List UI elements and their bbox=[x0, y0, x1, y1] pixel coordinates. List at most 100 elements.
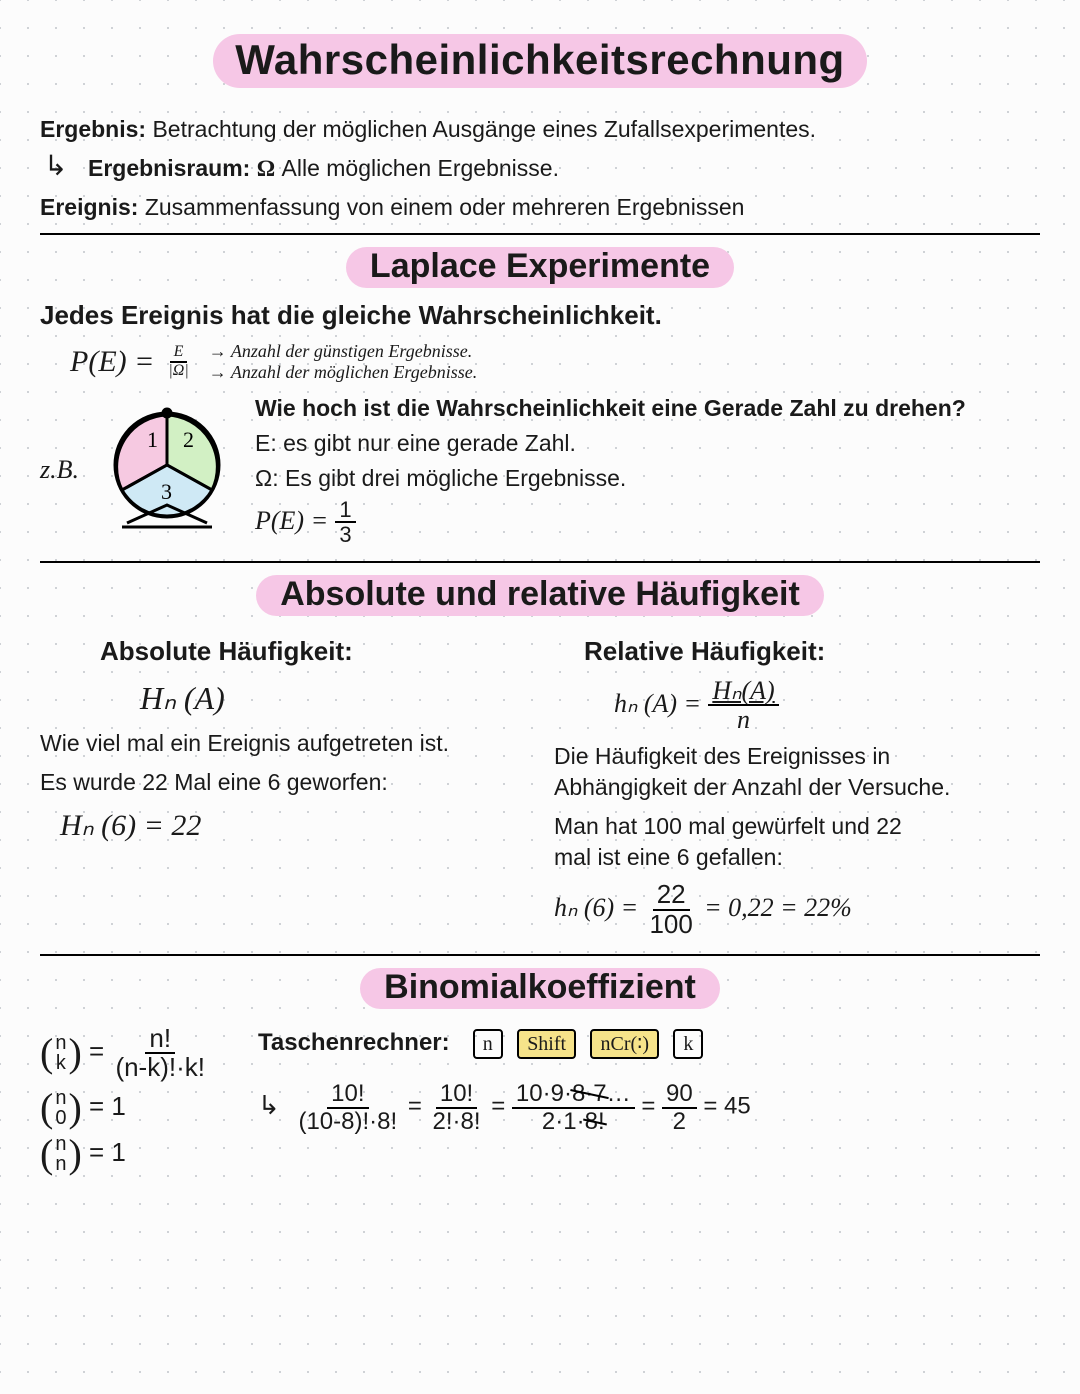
ereignis-text: Zusammenfassung von einem oder mehreren … bbox=[145, 194, 745, 220]
pe-note-den: → Anzahl der möglichen Ergebnisse. bbox=[209, 362, 477, 383]
definitions-block: Ergebnis: Betrachtung der möglichen Ausg… bbox=[40, 114, 1040, 223]
rel-calc: hₙ (6) = 22 100 = 0,22 = 22% bbox=[554, 881, 1040, 938]
section-title-laplace: Laplace Experimente bbox=[40, 247, 1040, 288]
laplace-result: P(E) = 1 3 bbox=[255, 498, 1040, 546]
laplace-intro: Jedes Ereignis hat die gleiche Wahrschei… bbox=[40, 298, 1040, 333]
rel-formula: hₙ (A) = Hₙ(A) n bbox=[614, 677, 1040, 734]
w2n: 10! bbox=[436, 1081, 477, 1108]
spinner-wheel-icon: 1 2 3 bbox=[97, 405, 237, 535]
hook-arrow-icon: ↳ bbox=[258, 1090, 280, 1120]
binom0-n: n bbox=[55, 1088, 66, 1108]
we3: = bbox=[641, 1093, 655, 1120]
wheel-label-1: 1 bbox=[147, 427, 158, 452]
w1n: 10! bbox=[327, 1081, 368, 1108]
rel-desc2: Abhängigkeit der Anzahl der Versuche. bbox=[554, 772, 1040, 803]
laplace-title: Laplace Experimente bbox=[346, 247, 734, 288]
zb-label: z.B. bbox=[40, 455, 79, 485]
w3d: 2·1·8! bbox=[538, 1109, 609, 1134]
ergebnis-label: Ergebnis: bbox=[40, 116, 146, 142]
calc-line: Taschenrechner: n Shift nCr(∶) k bbox=[258, 1027, 1040, 1059]
w4n: 90 bbox=[662, 1081, 697, 1108]
pe-lhs: P(E) = bbox=[70, 345, 154, 379]
laplace-example: z.B. 1 2 3 Wie hoch ist die Wahrscheinli… bbox=[40, 389, 1040, 550]
relative-col: Relative Häufigkeit: hₙ (A) = Hₙ(A) n Di… bbox=[554, 626, 1040, 944]
w1d: (10-8)!·8! bbox=[294, 1109, 401, 1134]
binom-left: ( nk ) = n! (n-k)!·k! ( n0 ) = 1 bbox=[40, 1019, 230, 1180]
pe-num: E bbox=[170, 344, 188, 363]
binom-worked: ↳ 10!(10-8)!·8! = 10!2!·8! = 10·9·8·7… 2… bbox=[258, 1081, 1040, 1133]
ergebnis-text: Betrachtung der möglichen Ausgänge eines… bbox=[152, 116, 816, 142]
divider bbox=[40, 233, 1040, 235]
binom-n: n bbox=[55, 1033, 66, 1053]
rel-lhs: hₙ (A) = bbox=[614, 689, 701, 718]
we2: = bbox=[491, 1093, 505, 1120]
binom-title: Binomialkoeffizient bbox=[360, 968, 720, 1009]
ereignis-label: Ereignis: bbox=[40, 194, 138, 220]
absolute-col: Absolute Häufigkeit: Hₙ (A) Wie viel mal… bbox=[40, 626, 526, 944]
rel-heading: Relative Häufigkeit: bbox=[584, 634, 1040, 669]
omega-symbol: Ω bbox=[257, 156, 275, 181]
ergebnisraum-text: Alle möglichen Ergebnisse. bbox=[282, 155, 559, 181]
calc-key-shift: Shift bbox=[517, 1029, 576, 1059]
pe-den: |Ω| bbox=[164, 363, 192, 380]
pe-note-num: → Anzahl der günstigen Ergebnisse. bbox=[209, 341, 477, 362]
we1: = bbox=[408, 1093, 422, 1120]
rel-calc-den: 100 bbox=[645, 911, 696, 938]
laplace-formula: P(E) = E |Ω| → Anzahl der günstigen Erge… bbox=[70, 341, 1040, 383]
w2d: 2!·8! bbox=[429, 1109, 485, 1134]
w-result: = 45 bbox=[703, 1093, 750, 1120]
haeufigkeit-columns: Absolute Häufigkeit: Hₙ (A) Wie viel mal… bbox=[40, 626, 1040, 944]
w3n: 10·9·8·7… bbox=[512, 1081, 635, 1108]
pe-result-num: 1 bbox=[335, 498, 355, 523]
w4d: 2 bbox=[669, 1109, 690, 1134]
pe-result-lhs: P(E) = bbox=[255, 506, 328, 535]
abs-example-eq: Hₙ (6) = 22 bbox=[60, 806, 526, 847]
binom-def: ( nk ) = n! (n-k)!·k! bbox=[40, 1025, 230, 1082]
def-ergebnisraum: ↳ Ergebnisraum: Ω Alle möglichen Ergebni… bbox=[88, 153, 1040, 184]
section-title-binom: Binomialkoeffizient bbox=[40, 968, 1040, 1009]
rel-calc-eq: = 0,22 = 22% bbox=[704, 894, 852, 923]
divider bbox=[40, 954, 1040, 956]
calc-key-k: k bbox=[673, 1029, 703, 1059]
rel-desc1: Die Häufigkeit des Ereignisses in bbox=[554, 741, 1040, 772]
haeufigkeit-title: Absolute und relative Häufigkeit bbox=[256, 575, 824, 616]
def-ergebnis: Ergebnis: Betrachtung der möglichen Ausg… bbox=[40, 114, 1040, 145]
wheel-label-3: 3 bbox=[161, 479, 172, 504]
def-ereignis: Ereignis: Zusammenfassung von einem oder… bbox=[40, 192, 1040, 223]
rel-den: n bbox=[733, 706, 754, 733]
laplace-question: Wie hoch ist die Wahrscheinlichkeit eine… bbox=[255, 393, 1040, 424]
rel-calc-lhs: hₙ (6) = bbox=[554, 894, 638, 923]
binom-row: ( nk ) = n! (n-k)!·k! ( n0 ) = 1 bbox=[40, 1019, 1040, 1180]
binom-casen: ( nn ) = 1 bbox=[40, 1134, 230, 1174]
divider bbox=[40, 561, 1040, 563]
rel-ex-intro1: Man hat 100 mal gewürfelt und 22 bbox=[554, 811, 1040, 842]
section-title-haeufigkeit: Absolute und relative Häufigkeit bbox=[40, 575, 1040, 616]
binomn-rhs: = 1 bbox=[89, 1137, 126, 1167]
binom-def-den: (n-k)!·k! bbox=[111, 1054, 209, 1081]
calc-key-n: n bbox=[473, 1029, 503, 1059]
hook-arrow-icon: ↳ bbox=[44, 147, 67, 185]
calc-key-ncr: nCr(∶) bbox=[590, 1029, 659, 1059]
ergebnisraum-label: Ergebnisraum: bbox=[88, 155, 250, 181]
laplace-line-e: E: es gibt nur eine gerade Zahl. bbox=[255, 428, 1040, 459]
binomn-n2: n bbox=[55, 1154, 66, 1174]
rel-ex-intro2: mal ist eine 6 gefallen: bbox=[554, 842, 1040, 873]
abs-example-intro: Es wurde 22 Mal eine 6 geworfen: bbox=[40, 767, 526, 798]
page-title-text: Wahrscheinlichkeitsrechnung bbox=[213, 34, 866, 88]
pe-result-den: 3 bbox=[335, 523, 355, 546]
rel-calc-num: 22 bbox=[653, 881, 690, 910]
wheel-label-2: 2 bbox=[183, 427, 194, 452]
laplace-line-omega: Ω: Es gibt drei mögliche Ergebnisse. bbox=[255, 463, 1040, 494]
binom-eq: = bbox=[89, 1036, 104, 1066]
binom0-0: 0 bbox=[55, 1108, 66, 1128]
abs-symbol: Hₙ (A) bbox=[140, 677, 526, 720]
binom-case0: ( n0 ) = 1 bbox=[40, 1088, 230, 1128]
abs-desc: Wie viel mal ein Ereignis aufgetreten is… bbox=[40, 728, 526, 759]
rel-num: Hₙ(A) bbox=[708, 677, 778, 706]
binom-def-num: n! bbox=[145, 1025, 175, 1054]
calc-label: Taschenrechner: bbox=[258, 1029, 450, 1056]
binom-k: k bbox=[56, 1053, 66, 1073]
binom0-rhs: = 1 bbox=[89, 1091, 126, 1121]
page-title: Wahrscheinlichkeitsrechnung bbox=[40, 34, 1040, 88]
binomn-n: n bbox=[55, 1134, 66, 1154]
